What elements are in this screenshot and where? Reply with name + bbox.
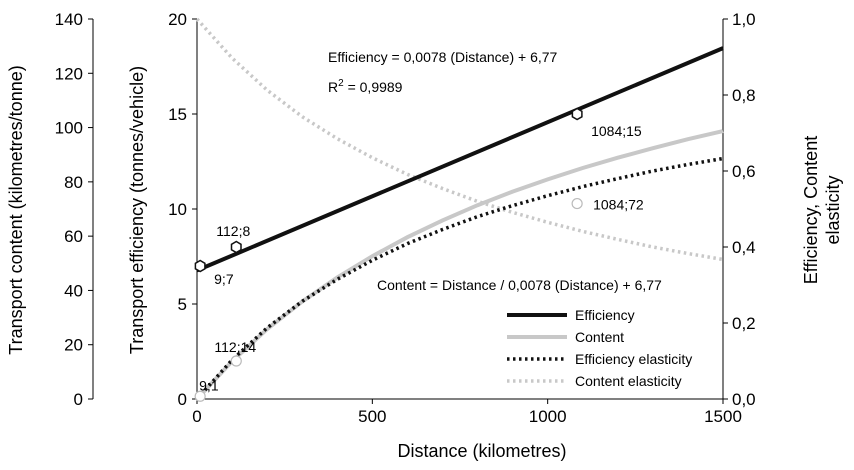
series-layer	[197, 19, 723, 399]
outer-left-tick-label: 40	[64, 281, 83, 300]
left-tick-label: 0	[178, 390, 187, 409]
outer-left-tick-label: 60	[64, 227, 83, 246]
efficiency-equation: Efficiency = 0,0078 (Distance) + 6,77	[328, 49, 558, 65]
efficiency-point-marker	[572, 109, 582, 120]
right-tick-label: 0,6	[732, 162, 756, 181]
legend-label: Efficiency elasticity	[575, 351, 692, 367]
point-label: 9;7	[214, 271, 234, 287]
left-tick-label: 20	[168, 10, 187, 29]
x-tick-label: 0	[192, 407, 201, 426]
left-tick-label: 15	[168, 105, 187, 124]
outer-left-tick-label: 140	[55, 10, 83, 29]
legend: Efficiency Content Efficiency elasticity Co…	[507, 307, 692, 389]
right-tick-label: 0,2	[732, 314, 756, 333]
outer-left-tick-label: 80	[64, 173, 83, 192]
outer-left-tick-label: 0	[74, 390, 83, 409]
right-tick-label: 1,0	[732, 10, 756, 29]
content-point-marker	[572, 199, 582, 209]
right-tick-label: 0,8	[732, 86, 756, 105]
x-tick-label: 1000	[529, 407, 567, 426]
series-line-efficiency	[197, 48, 723, 270]
left-tick-label: 10	[168, 200, 187, 219]
r-squared-value: = 0,9989	[344, 79, 403, 95]
point-label: 9;1	[199, 377, 219, 393]
content-equation: Content = Distance / 0,0078 (Distance) +…	[377, 277, 662, 293]
legend-label: Efficiency	[575, 307, 635, 323]
content-point-marker	[231, 356, 241, 366]
right-axis-title-line1: Efficiency, Content	[801, 136, 821, 284]
outer-left-tick-label: 100	[55, 119, 83, 138]
right-tick-label: 0,0	[732, 390, 756, 409]
efficiency-point-marker	[195, 261, 205, 272]
x-axis-title: Distance (kilometres)	[397, 441, 566, 461]
efficiency-point-marker	[232, 242, 242, 253]
point-label: 112;8	[216, 223, 250, 239]
right-axis-title-line2: elasticity	[823, 175, 843, 244]
r-squared-prefix: R	[328, 79, 338, 95]
outer-left-axis-title: Transport content (kilometres/tonne)	[6, 65, 26, 354]
outer-left-tick-label: 20	[64, 336, 83, 355]
legend-label: Content elasticity	[575, 373, 682, 389]
point-label: 112;14	[214, 339, 256, 355]
point-label: 1084;72	[593, 197, 644, 213]
r-squared: R2 = 0,9989	[328, 78, 403, 95]
left-tick-label: 5	[178, 295, 187, 314]
left-axis-title: Transport efficiency (tonnes/vehicle)	[127, 66, 147, 354]
point-label: 1084;15	[591, 123, 642, 139]
legend-label: Content	[575, 329, 624, 345]
x-tick-label: 500	[358, 407, 386, 426]
right-tick-label: 0,4	[732, 238, 756, 257]
outer-left-tick-label: 120	[55, 64, 83, 83]
x-tick-label: 1500	[704, 407, 742, 426]
